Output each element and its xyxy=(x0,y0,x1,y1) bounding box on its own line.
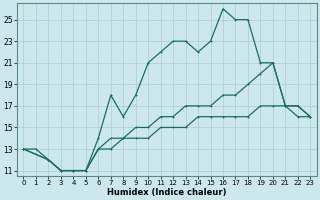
X-axis label: Humidex (Indice chaleur): Humidex (Indice chaleur) xyxy=(107,188,227,197)
